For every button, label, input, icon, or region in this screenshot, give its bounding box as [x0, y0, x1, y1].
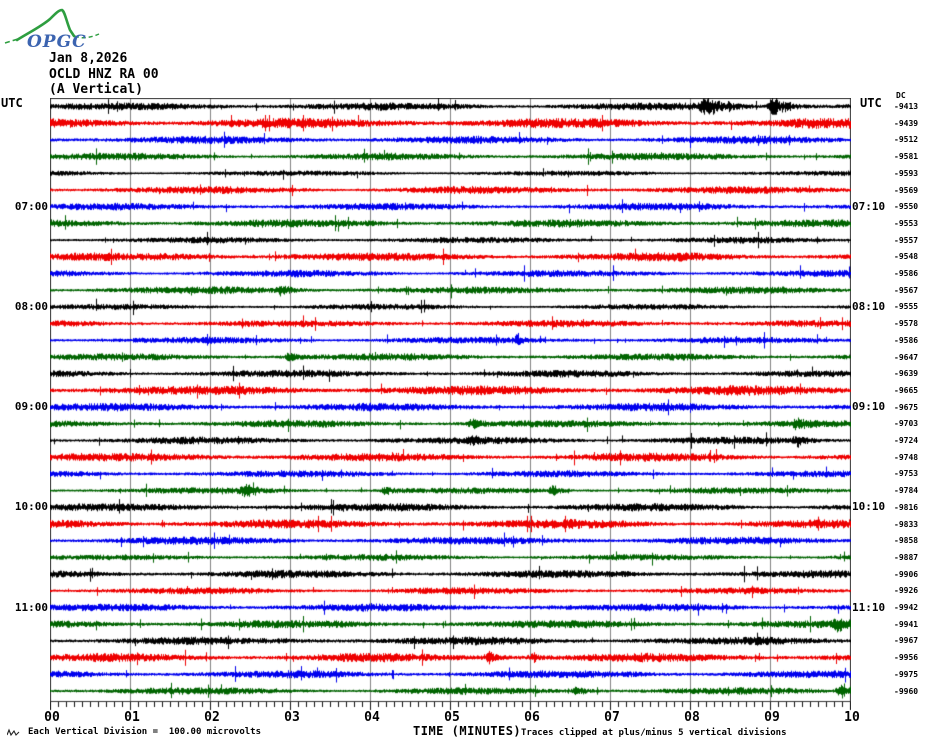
x-tick-label: 02 — [204, 710, 220, 725]
title-block: Jan 8,2026 OCLD HNZ RA 00 (A Vertical) — [49, 51, 159, 98]
dc-value-label: -9960 — [894, 686, 919, 696]
dc-value-label: -9647 — [894, 352, 919, 362]
dc-value-label: -9550 — [894, 202, 919, 212]
x-tick-label: 04 — [364, 710, 380, 725]
dc-value-label: -9887 — [894, 552, 919, 562]
logo-text: OPGC — [27, 32, 87, 52]
dc-value-label: -9906 — [894, 569, 919, 579]
logo-mountain-curve — [15, 8, 76, 42]
left-hour-label: 09:00 — [14, 400, 48, 414]
dc-value-label: -9548 — [894, 252, 919, 262]
squiggle-icon — [7, 728, 20, 737]
dc-value-label: -9941 — [894, 619, 919, 629]
dc-value-label: -9816 — [894, 502, 919, 512]
dc-value-label: -9703 — [894, 419, 919, 429]
x-tick-label: 08 — [684, 710, 700, 725]
dc-value-label: -9784 — [894, 486, 919, 496]
component-label: (A Vertical) — [49, 82, 143, 97]
logo-curve-dash-right — [74, 33, 100, 39]
x-tick-label: 03 — [284, 710, 300, 725]
dc-column-label: DC — [896, 91, 906, 100]
dc-value-label: -9639 — [894, 369, 919, 379]
dc-value-label: -9956 — [894, 653, 919, 663]
x-tick-label: 07 — [604, 710, 620, 725]
dc-value-label: -9967 — [894, 636, 919, 646]
clip-note: Traces clipped at plus/minus 5 vertical … — [521, 728, 787, 738]
dc-value-label: -9567 — [894, 285, 919, 295]
utc-label-left: UTC — [1, 96, 23, 110]
dc-value-label: -9581 — [894, 152, 919, 162]
dc-value-label: -9665 — [894, 385, 919, 395]
right-hour-label: 11:10 — [852, 600, 886, 614]
dc-value-label: -9553 — [894, 218, 919, 228]
time-axis-label: TIME (MINUTES) — [413, 724, 522, 738]
dc-value-label: -9675 — [894, 402, 919, 412]
dc-value-label: -9942 — [894, 603, 919, 612]
dc-value-label: -9578 — [894, 319, 919, 329]
x-tick-label: 05 — [444, 710, 460, 725]
right-hour-label: 07:10 — [852, 199, 886, 213]
utc-label-right: UTC — [860, 96, 882, 110]
dc-value-label: -9858 — [894, 536, 919, 546]
left-hour-label: 10:00 — [14, 500, 48, 514]
dc-value-label: -9586 — [894, 335, 919, 345]
x-tick-label: 09 — [764, 710, 780, 725]
dc-value-label: -9926 — [894, 586, 919, 596]
right-hour-label: 10:10 — [852, 500, 886, 514]
dc-value-label: -9586 — [894, 269, 919, 278]
date-label: Jan 8,2026 — [49, 51, 128, 66]
right-hour-label: 09:10 — [852, 400, 886, 414]
dc-value-label: -9512 — [894, 135, 919, 145]
dc-value-label: -9975 — [894, 669, 919, 679]
right-hour-label: 08:10 — [852, 299, 886, 313]
x-tick-label: 10 — [844, 710, 860, 725]
dc-value-label: -9439 — [894, 118, 919, 128]
dc-value-label: -9724 — [894, 436, 919, 445]
division-note: Each Vertical Division = 100.00 microvol… — [28, 727, 261, 737]
dc-value-label: -9833 — [894, 519, 919, 529]
x-tick-label: 06 — [524, 710, 540, 725]
dc-value-label: -9748 — [894, 452, 919, 462]
left-hour-label: 11:00 — [14, 600, 48, 614]
opgc-logo: OPGC — [4, 8, 100, 52]
seismogram-canvas — [50, 98, 851, 714]
dc-value-label: -9753 — [894, 469, 919, 479]
x-tick-label: 00 — [44, 710, 60, 725]
dc-value-label: -9557 — [894, 235, 919, 245]
dc-value-label: -9569 — [894, 185, 919, 195]
dc-value-label: -9413 — [894, 102, 919, 111]
station-label: OCLD HNZ RA 00 — [49, 66, 159, 82]
dc-value-label: -9593 — [894, 168, 919, 178]
left-hour-label: 07:00 — [14, 199, 48, 213]
dc-value-label: -9555 — [894, 302, 919, 312]
left-hour-label: 08:00 — [14, 299, 48, 313]
x-tick-label: 01 — [124, 710, 140, 725]
